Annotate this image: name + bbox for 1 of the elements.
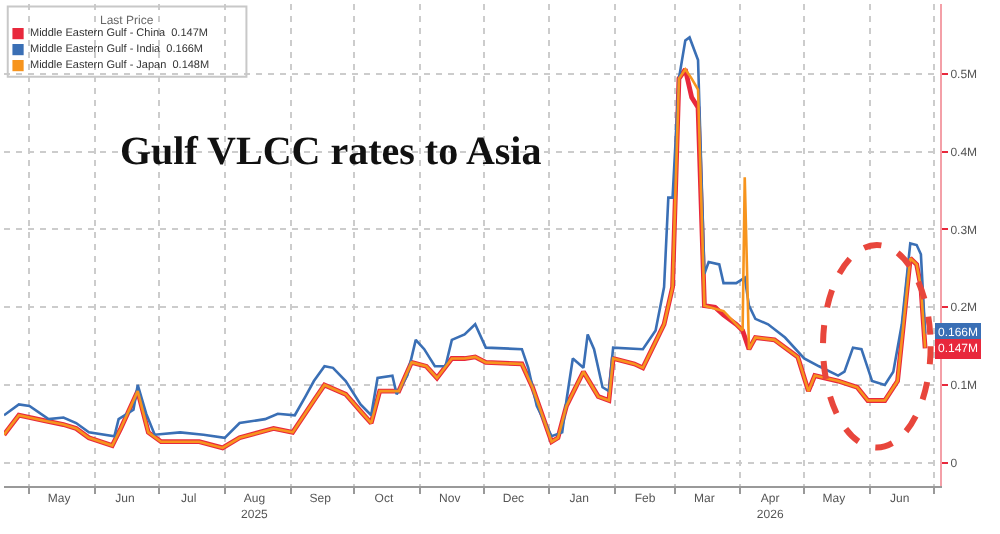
text: Gulf VLCC rates to Asia xyxy=(120,129,542,174)
